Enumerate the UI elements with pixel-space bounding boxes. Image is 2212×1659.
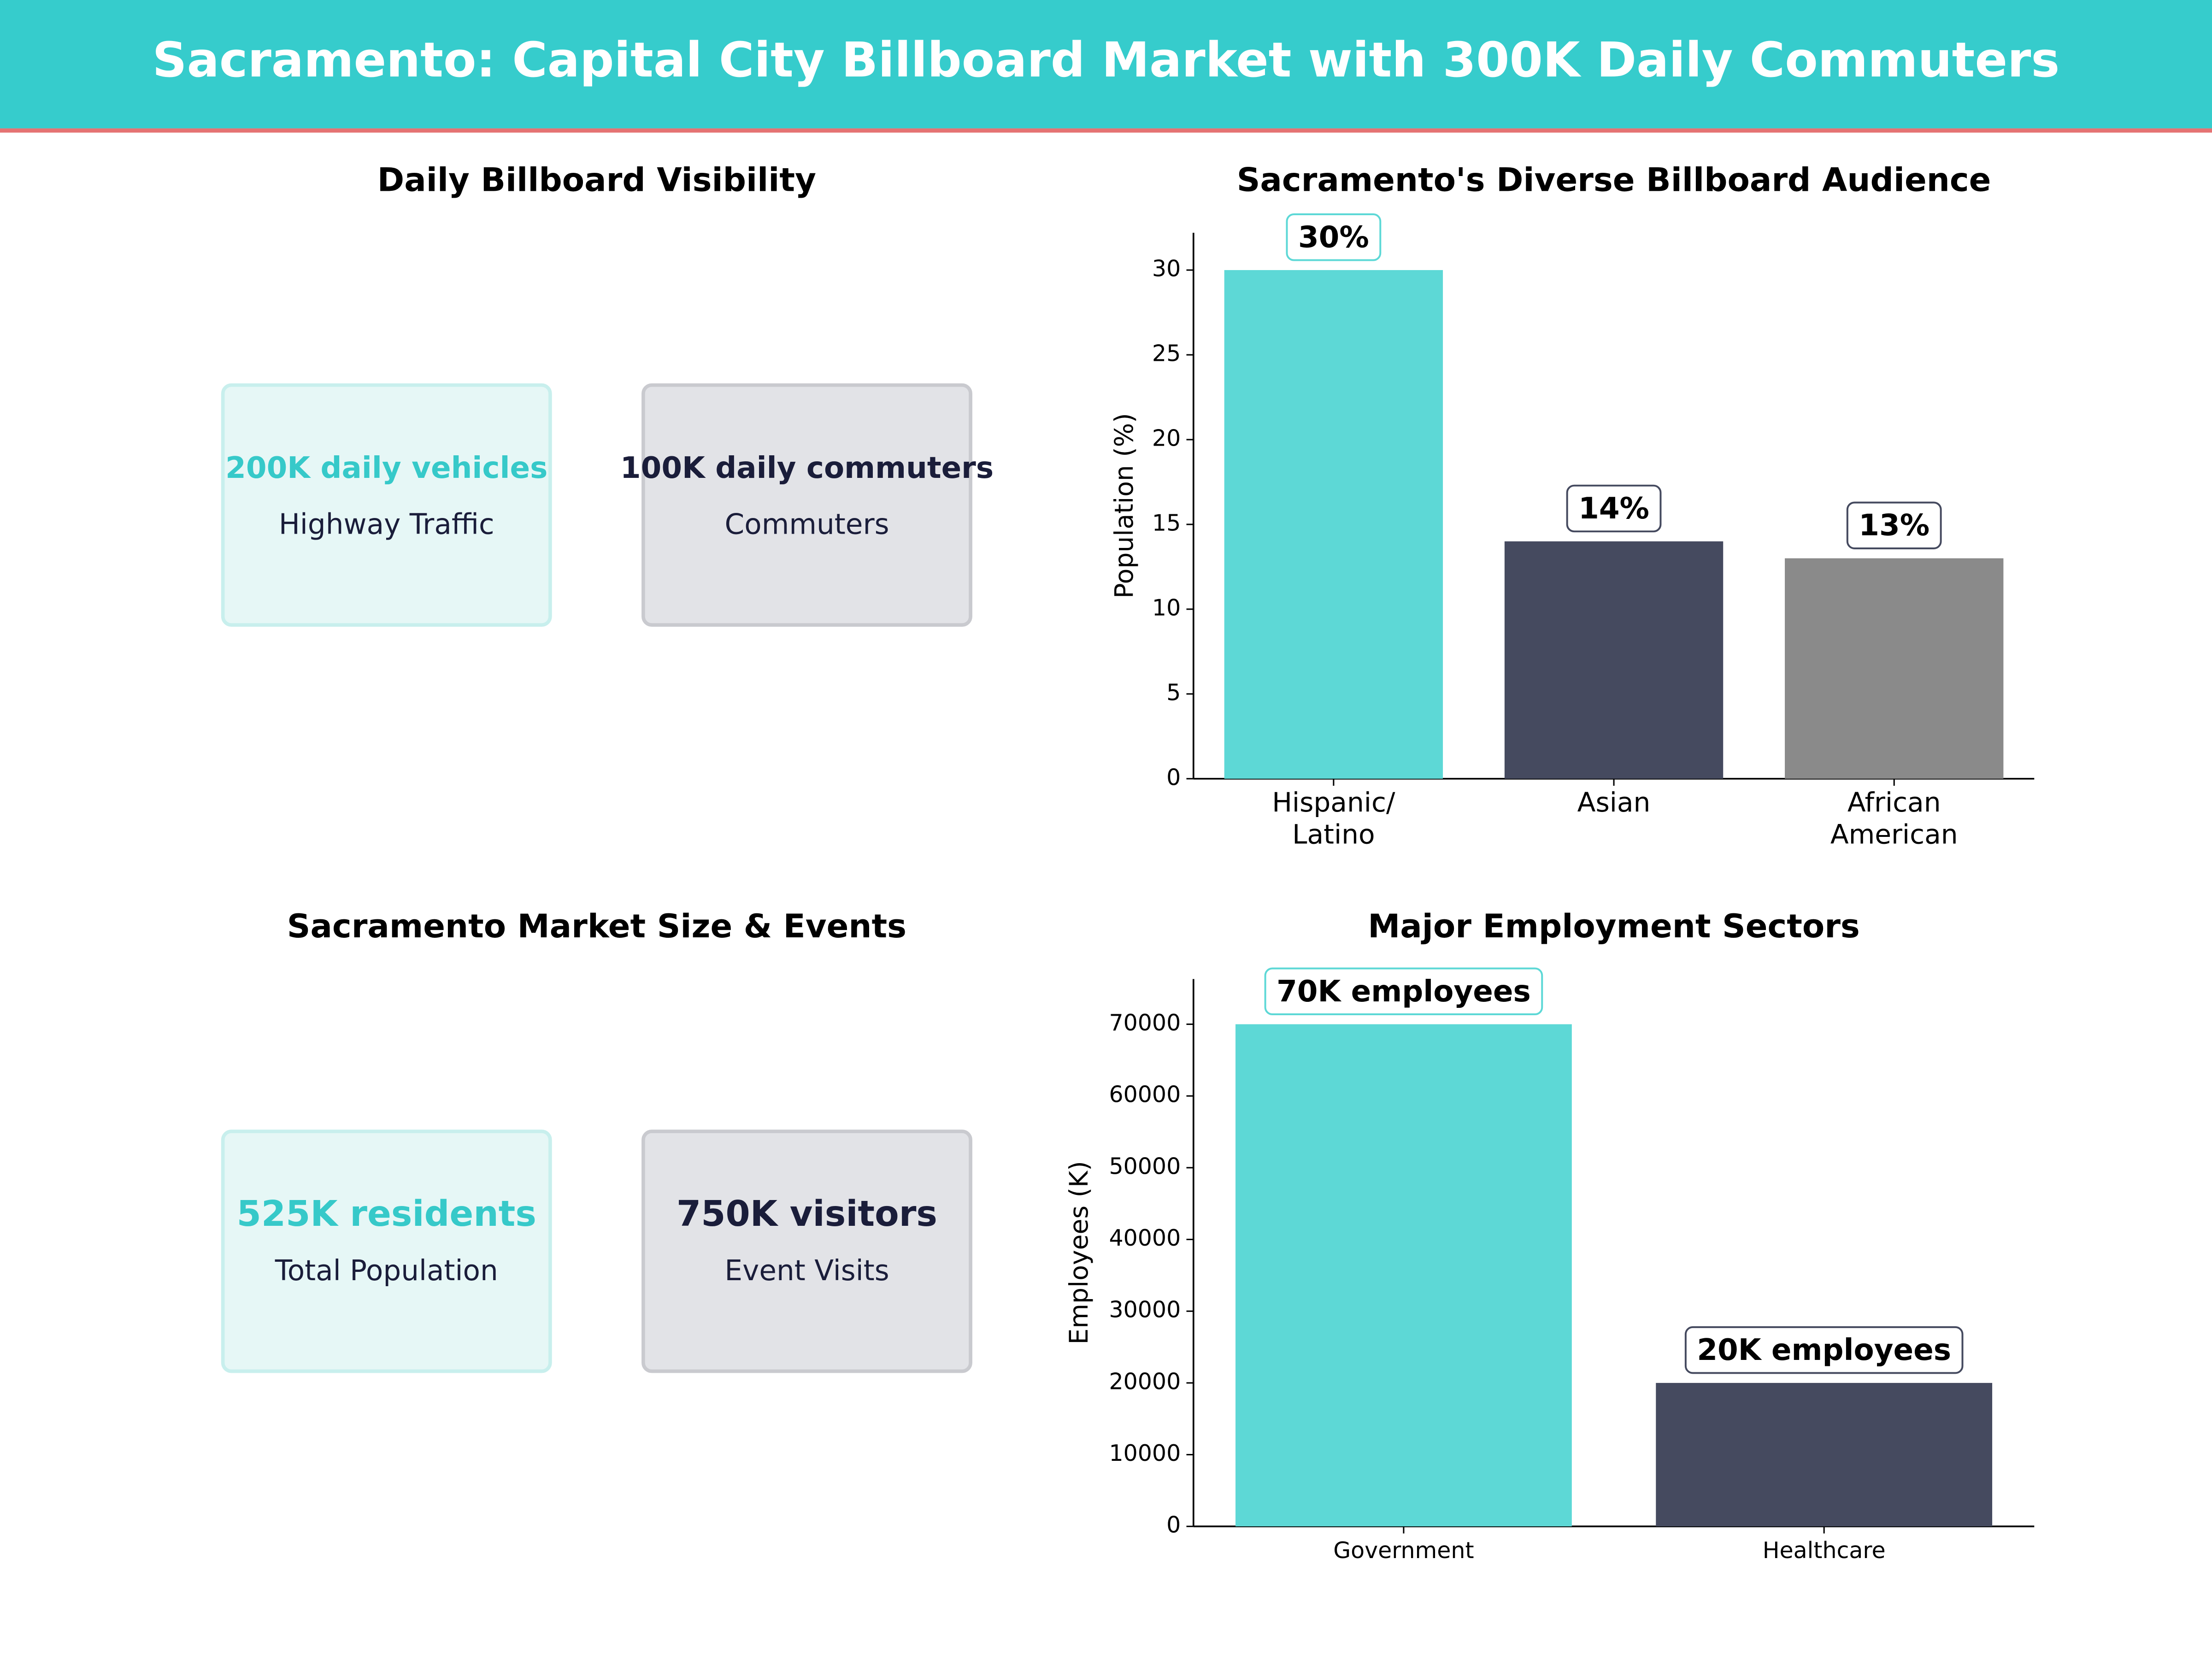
chart-title: Major Employment Sectors — [1368, 907, 1860, 945]
header-rule — [0, 128, 2212, 133]
value-label-box — [1566, 484, 1662, 533]
panel-title: Sacramento Market Size & Events — [287, 907, 906, 945]
x-tick-label: Government — [1333, 1537, 1474, 1564]
value-label-box — [1286, 213, 1382, 261]
y-tick-label: 20 — [1152, 425, 1181, 451]
bar — [1224, 270, 1443, 779]
value-label-box — [1264, 967, 1543, 1016]
y-tick-label: 70000 — [1109, 1010, 1181, 1036]
kpi-label: Total Population — [275, 1254, 498, 1287]
y-tick-label: 20000 — [1109, 1368, 1181, 1394]
y-tick-label: 60000 — [1109, 1082, 1181, 1108]
y-tick-label: 10 — [1152, 594, 1181, 621]
x-tick-label: Healthcare — [1763, 1537, 1886, 1564]
y-tick-label: 40000 — [1109, 1225, 1181, 1251]
y-tick-label: 30000 — [1109, 1297, 1181, 1323]
y-tick-label: 0 — [1166, 1512, 1181, 1538]
value-label-box — [1684, 1326, 1964, 1374]
kpi-label: Event Visits — [724, 1254, 889, 1287]
bar — [1785, 558, 2004, 779]
bar — [1235, 1024, 1572, 1527]
x-tick-label: Hispanic/Latino — [1272, 787, 1395, 850]
kpi-label: Highway Traffic — [279, 508, 494, 541]
y-tick-label: 15 — [1152, 510, 1181, 536]
kpi-card — [221, 383, 552, 627]
y-tick-label: 0 — [1166, 764, 1181, 790]
kpi-card — [221, 1130, 552, 1373]
kpi-card — [641, 383, 972, 627]
value-label: 70K employees — [1277, 974, 1531, 1009]
header-band — [0, 0, 2212, 129]
value-label: 14% — [1578, 491, 1649, 526]
y-tick-label: 10000 — [1109, 1440, 1181, 1466]
kpi-label: Commuters — [725, 508, 889, 541]
kpi-value: 200K daily vehicles — [225, 451, 547, 485]
y-axis-label: Employees (K) — [1064, 1161, 1094, 1344]
kpi-value: 525K residents — [237, 1194, 536, 1235]
y-axis-label: Population (%) — [1109, 413, 1139, 598]
y-tick-label: 5 — [1166, 679, 1181, 706]
bar — [1504, 541, 1724, 779]
chart-title: Sacramento's Diverse Billboard Audience — [1237, 161, 1991, 199]
kpi-value: 750K visitors — [677, 1194, 937, 1235]
page-title: Sacramento: Capital City Billboard Marke… — [153, 32, 2060, 88]
panel-title: Daily Billboard Visibility — [377, 161, 816, 199]
x-tick-label: Asian — [1577, 787, 1651, 818]
y-tick-label: 30 — [1152, 256, 1181, 282]
bar — [1656, 1382, 1993, 1527]
value-label: 13% — [1859, 508, 1930, 543]
value-label: 20K employees — [1697, 1333, 1951, 1367]
kpi-card — [641, 1130, 972, 1373]
y-tick-label: 25 — [1152, 341, 1181, 367]
value-label-box — [1846, 501, 1942, 549]
y-tick-label: 50000 — [1109, 1153, 1181, 1179]
x-tick-label: African American — [1830, 787, 1958, 850]
kpi-value: 100K daily commuters — [620, 451, 994, 485]
value-label: 30% — [1298, 220, 1369, 254]
